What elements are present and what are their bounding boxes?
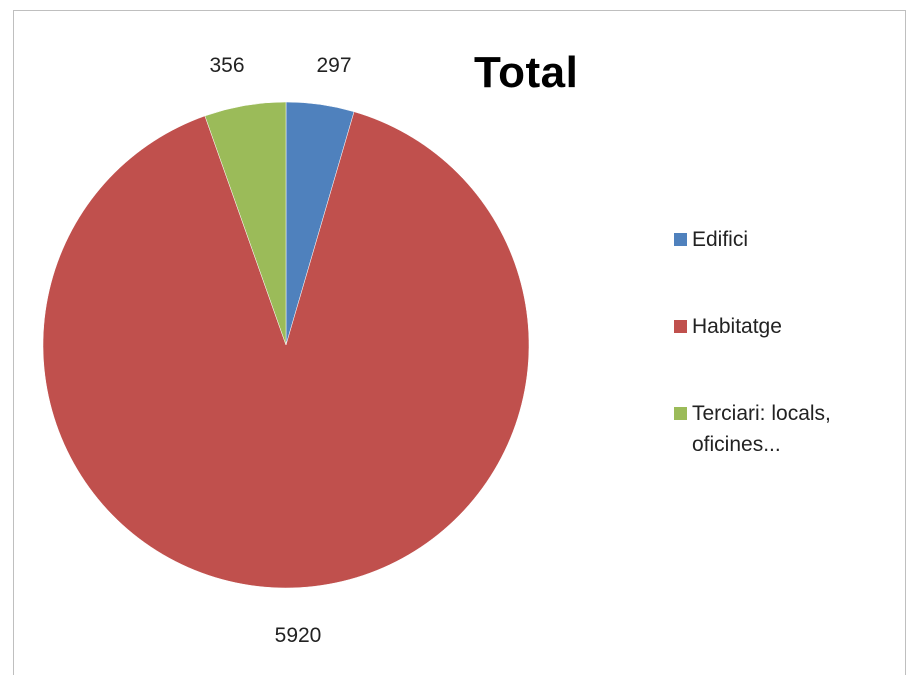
legend-item-edifici: Edifici — [674, 224, 904, 255]
pie-slices — [42, 101, 530, 589]
legend-swatch-edifici — [674, 233, 687, 246]
data-label-edifici: 297 — [316, 54, 351, 77]
legend-label-terciari: Terciari: locals, oficines... — [692, 402, 831, 456]
legend-item-habitatge: Habitatge — [674, 311, 904, 342]
legend-item-terciari: Terciari: locals, oficines... — [674, 398, 892, 460]
data-label-habitatge: 5920 — [275, 624, 322, 647]
pie-slice-habitatge — [42, 111, 530, 589]
legend-swatch-habitatge — [674, 320, 687, 333]
data-label-terciari: 356 — [209, 54, 244, 77]
data-labels: 297 5920 356 — [209, 54, 351, 647]
legend-swatch-terciari — [674, 407, 687, 420]
pie-slice-terciari — [204, 101, 287, 346]
legend-label-habitatge: Habitatge — [692, 315, 782, 338]
chart-title: Total — [474, 48, 579, 97]
legend: Edifici Habitatge Terciari: locals, ofic… — [674, 224, 904, 460]
legend-label-edifici: Edifici — [692, 228, 749, 251]
